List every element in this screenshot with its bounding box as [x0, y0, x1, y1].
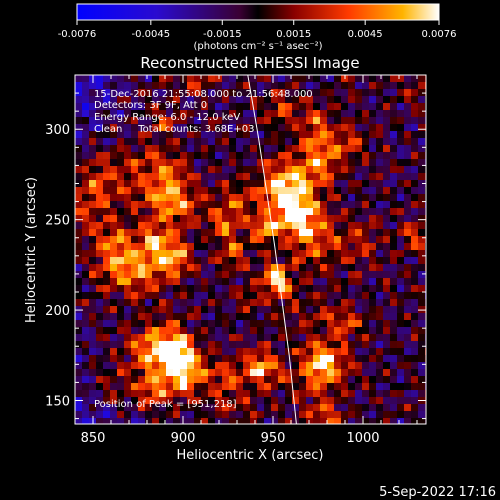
footer-date-stamp: 5-Sep-2022 17:16	[379, 485, 496, 500]
x-tick-label: 900	[171, 431, 196, 446]
x-tick-label: 1000	[346, 431, 379, 446]
y-tick-label: 250	[45, 214, 70, 229]
colorbar-tick-label: 0.0076	[422, 29, 457, 40]
colorbar-ticks	[76, 20, 440, 25]
colorbar	[76, 3, 440, 21]
chart-title: Reconstructed RHESSI Image	[140, 54, 359, 72]
colorbar-tick-label: -0.0045	[132, 29, 171, 40]
y-axis-label: Heliocentric Y (arcsec)	[24, 177, 39, 323]
x-axis-label: Heliocentric X (arcsec)	[177, 448, 324, 463]
y-tick-label: 200	[45, 304, 70, 319]
annotation-peak-position: Position of Peak = [951,218]	[94, 399, 237, 410]
colorbar-tick-label: 0.0045	[348, 29, 383, 40]
y-tick-label: 150	[45, 394, 70, 409]
x-tick-label: 950	[261, 431, 286, 446]
x-tick-label: 850	[81, 431, 106, 446]
colorbar-tick-label: 0.0015	[276, 29, 311, 40]
colorbar-tick-label: -0.0076	[58, 29, 97, 40]
annotation-detectors: Detectors: 3F 9F, Att 0	[94, 100, 207, 111]
solar-limb-curve	[247, 75, 297, 424]
annotation-time-range: 15-Dec-2016 21:55:08.000 to 21:56:48.000	[94, 89, 313, 100]
axis-ticks	[74, 74, 426, 424]
annotation-clean-counts: Clean Total counts: 3.68E+03	[94, 124, 254, 135]
y-tick-label: 300	[45, 123, 70, 138]
plot-frame	[74, 74, 427, 425]
annotation-energy-range: Energy Range: 6.0 - 12.0 keV	[94, 112, 240, 123]
colorbar-tick-label: -0.0015	[203, 29, 242, 40]
colorbar-unit-label: (photons cm⁻² s⁻¹ asec⁻²)	[193, 41, 322, 52]
heatmap-image	[75, 75, 426, 424]
